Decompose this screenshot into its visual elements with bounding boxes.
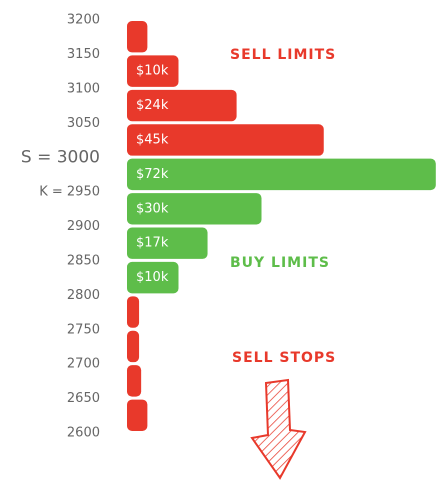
bar	[127, 296, 140, 328]
down-arrow	[250, 378, 307, 480]
annotation: BUY LIMITS	[230, 255, 330, 271]
bar	[127, 21, 148, 53]
y-tick-label: 2850	[67, 253, 100, 268]
y-tick-label: S = 3000	[21, 148, 100, 168]
bar	[127, 89, 237, 122]
value-label: $72k	[136, 167, 169, 182]
bar	[127, 261, 179, 294]
value-label: $45k	[136, 132, 169, 147]
value-label: $10k	[136, 64, 169, 79]
bar	[127, 399, 148, 431]
y-tick-label: 3100	[67, 81, 100, 96]
bar	[127, 227, 208, 259]
bar	[127, 365, 142, 397]
y-tick-label: 2650	[67, 391, 100, 406]
value-label: $24k	[136, 98, 169, 113]
y-tick-label: 2900	[67, 219, 100, 234]
annotation: SELL STOPS	[232, 350, 336, 366]
y-tick-label: 2700	[67, 357, 100, 372]
bar	[127, 193, 262, 225]
bar	[127, 158, 436, 191]
y-tick-label: K = 2950	[39, 185, 100, 200]
y-tick-label: 2800	[67, 288, 100, 303]
bar	[127, 124, 324, 156]
value-label: $10k	[136, 270, 169, 285]
value-label: $30k	[136, 201, 169, 216]
bar	[127, 330, 140, 363]
y-tick-label: 3150	[67, 47, 100, 62]
y-tick-label: 3200	[67, 13, 100, 28]
annotation: SELL LIMITS	[230, 47, 336, 63]
y-tick-label: 3050	[67, 116, 100, 131]
y-tick-label: 2600	[67, 426, 100, 441]
y-tick-label: 2750	[67, 322, 100, 337]
plot: $10k $24k $45k $72k $30k $17k $10k	[127, 21, 436, 431]
value-label: $17k	[136, 236, 169, 251]
bar	[127, 55, 179, 87]
